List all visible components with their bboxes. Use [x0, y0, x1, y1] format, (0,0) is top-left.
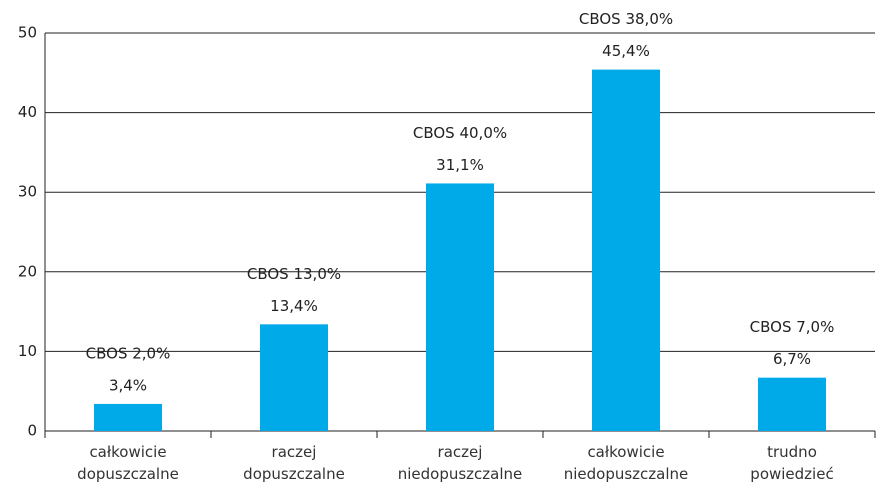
value-label: 13,4%	[270, 297, 318, 315]
bar	[426, 183, 494, 431]
value-label: 3,4%	[109, 376, 147, 394]
value-label: 6,7%	[773, 350, 811, 368]
x-tick-label: całkowicie niedopuszczalne	[563, 443, 689, 483]
y-tick-label: 50	[18, 24, 37, 42]
value-label: 31,1%	[436, 156, 484, 174]
bar	[260, 324, 328, 431]
annotation: CBOS 40,0%	[413, 124, 507, 142]
annotation: CBOS 7,0%	[750, 318, 835, 336]
x-tick-label: trudno powiedzieć	[750, 443, 834, 483]
bar	[758, 377, 826, 431]
x-tick-label: raczej niedopuszczalne	[397, 443, 523, 483]
x-tick-label: raczej dopuszczalne	[243, 443, 345, 483]
y-tick-label: 30	[18, 183, 37, 201]
bar	[94, 403, 162, 431]
annotation: CBOS 38,0%	[579, 10, 673, 28]
y-tick-label: 40	[18, 103, 37, 121]
value-label: 45,4%	[602, 42, 650, 60]
annotation: CBOS 2,0%	[86, 344, 171, 362]
y-tick-label: 20	[18, 262, 37, 280]
x-tick-label: całkowicie dopuszczalne	[77, 443, 179, 483]
annotation: CBOS 13,0%	[247, 265, 341, 283]
y-tick-label: 10	[18, 342, 37, 360]
bar	[592, 69, 660, 431]
y-tick-label: 0	[27, 422, 37, 440]
